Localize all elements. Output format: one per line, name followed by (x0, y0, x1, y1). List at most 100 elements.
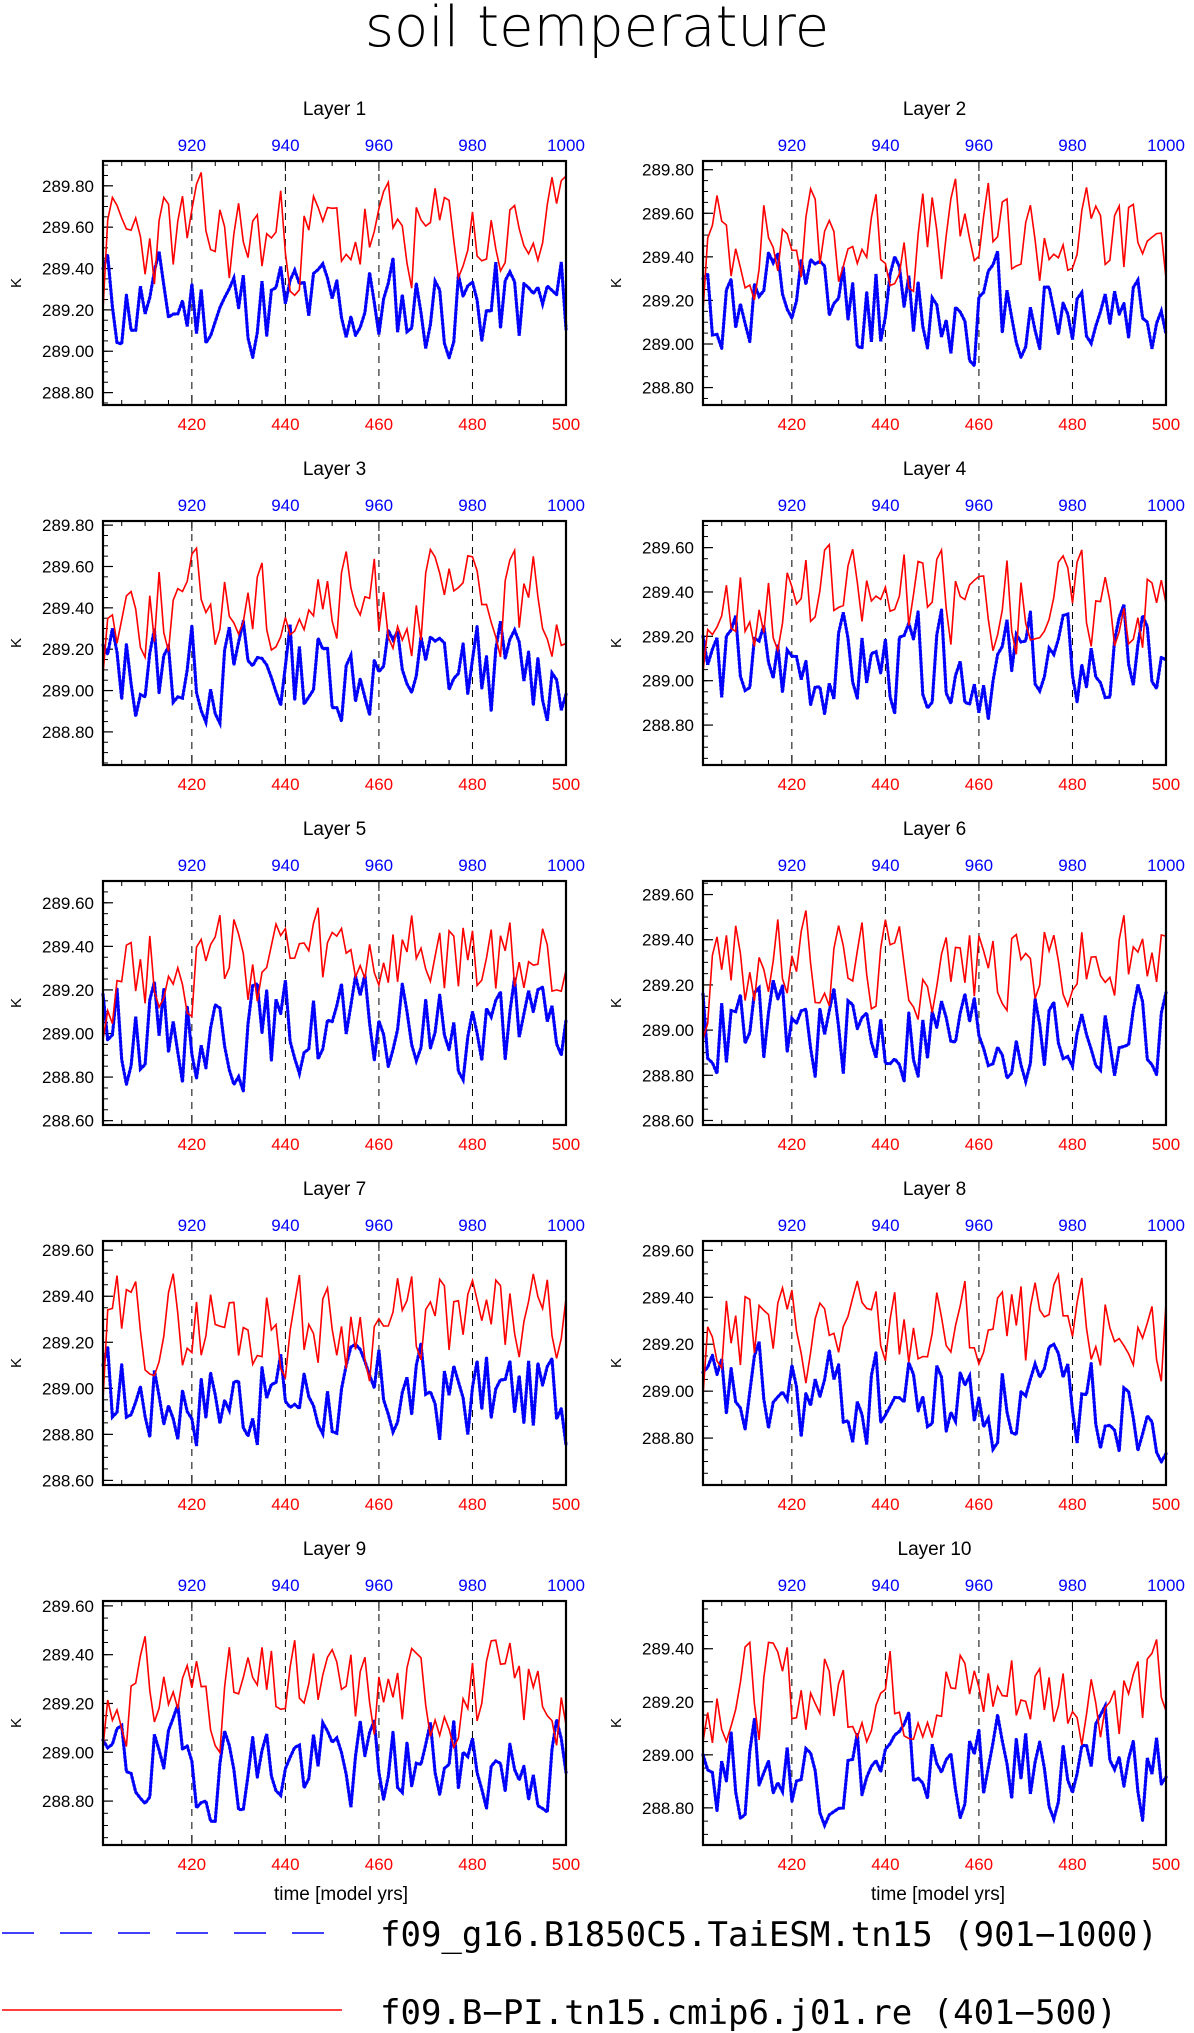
x-bottom-tick-label: 480 (1058, 1855, 1086, 1874)
legend-label-blue: f09_g16.B1850C5.TaiESM.tn15 (901−1000) (380, 1915, 1158, 1955)
x-top-tick-label: 980 (458, 856, 486, 875)
x-top-tick-label: 920 (778, 136, 806, 155)
x-top-tick-label: 1000 (1147, 136, 1185, 155)
y-tick-label: 288.80 (42, 723, 94, 742)
y-axis-label: K (8, 1718, 25, 1728)
x-top-tick-label: 980 (1058, 1216, 1086, 1235)
y-tick-label: 289.00 (642, 672, 694, 691)
y-tick-label: 289.00 (42, 1025, 94, 1044)
x-top-tick-label: 980 (1058, 1576, 1086, 1595)
y-axis-label: K (8, 998, 25, 1008)
x-top-tick-label: 920 (178, 856, 206, 875)
x-top-tick-label: 980 (458, 496, 486, 515)
x-bottom-tick-label: 460 (965, 1135, 993, 1154)
x-top-tick-label: 960 (365, 1576, 393, 1595)
x-bottom-tick-label: 420 (178, 1495, 206, 1514)
y-tick-label: 289.00 (642, 335, 694, 354)
y-tick-label: 289.00 (642, 1021, 694, 1040)
x-bottom-tick-label: 420 (778, 1495, 806, 1514)
x-bottom-tick-label: 440 (871, 1495, 899, 1514)
panel-7: Layer 7 K 288.60 288.80 289.00 289.20 289.40 28… (8, 1179, 585, 1514)
y-tick-label: 288.80 (642, 1799, 694, 1818)
y-tick-label: 289.40 (42, 1287, 94, 1306)
series-line-blue (101, 1342, 568, 1447)
x-top-tick-label: 920 (178, 1216, 206, 1235)
x-bottom-tick-label: 460 (365, 415, 393, 434)
series-line-red (702, 1271, 1167, 1396)
x-top-tick-label: 920 (778, 1216, 806, 1235)
plot-frame (101, 1599, 568, 1847)
x-bottom-tick-label: 440 (271, 1495, 299, 1514)
panel-9: Layer 9 K 288.80 289.00 289.20 289.40 289.60 42… (8, 1539, 585, 1874)
y-tick-label: 289.80 (42, 177, 94, 196)
panel-title: Layer 3 (303, 459, 366, 480)
x-top-tick-label: 940 (271, 136, 299, 155)
series-line-red (102, 1273, 567, 1400)
series-line-red (702, 1639, 1167, 1746)
x-top-tick-label: 960 (365, 136, 393, 155)
x-bottom-tick-label: 440 (271, 1135, 299, 1154)
y-tick-label: 289.00 (42, 342, 94, 361)
x-bottom-tick-label: 500 (552, 1135, 580, 1154)
x-bottom-tick-label: 500 (552, 775, 580, 794)
panel-title: Layer 9 (303, 1539, 366, 1560)
x-bottom-tick-label: 460 (365, 1495, 393, 1514)
x-top-tick-label: 940 (271, 1216, 299, 1235)
y-tick-label: 289.60 (642, 204, 694, 223)
x-bottom-tick-label: 440 (871, 1135, 899, 1154)
y-tick-label: 288.80 (42, 1068, 94, 1087)
x-bottom-tick-label: 440 (271, 1855, 299, 1874)
x-bottom-tick-label: 440 (271, 415, 299, 434)
x-top-tick-label: 940 (871, 1216, 899, 1235)
plot-frame (701, 1599, 1168, 1847)
x-bottom-tick-label: 420 (178, 415, 206, 434)
plot-frame (701, 879, 1168, 1127)
y-tick-label: 289.20 (642, 976, 694, 995)
series-line-blue (101, 974, 568, 1092)
panel-4: Layer 4 K 288.80 289.00 289.20 289.40 289.60 42… (608, 459, 1185, 794)
panel-title: Layer 7 (303, 1179, 366, 1200)
y-tick-label: 289.60 (642, 539, 694, 558)
y-tick-label: 289.40 (42, 937, 94, 956)
x-top-tick-label: 920 (178, 1576, 206, 1595)
x-top-tick-label: 920 (778, 1576, 806, 1595)
y-tick-label: 289.40 (42, 1646, 94, 1665)
x-top-tick-label: 1000 (1147, 1576, 1185, 1595)
x-top-tick-label: 960 (365, 1216, 393, 1235)
panel-1: Layer 1 K 288.80 289.00 289.20 289.40 289.60 28… (8, 99, 585, 434)
y-tick-label: 289.40 (642, 1640, 694, 1659)
y-tick-label: 289.60 (42, 1597, 94, 1616)
x-top-tick-label: 960 (965, 1216, 993, 1235)
y-tick-label: 289.40 (642, 248, 694, 267)
x-top-tick-label: 940 (871, 136, 899, 155)
x-top-tick-label: 1000 (547, 496, 585, 515)
panels: Layer 1 K 288.80 289.00 289.20 289.40 289.60 28… (8, 99, 1185, 1874)
y-tick-label: 288.80 (642, 379, 694, 398)
x-bottom-tick-label: 440 (871, 415, 899, 434)
x-bottom-tick-label: 480 (458, 1135, 486, 1154)
y-axis-label: K (608, 1718, 625, 1728)
x-top-tick-label: 960 (965, 1576, 993, 1595)
x-top-tick-label: 960 (965, 496, 993, 515)
y-tick-label: 289.60 (42, 557, 94, 576)
x-top-tick-label: 1000 (547, 1576, 585, 1595)
x-bottom-tick-label: 500 (1152, 415, 1180, 434)
y-tick-label: 289.60 (42, 218, 94, 237)
y-tick-label: 288.80 (42, 1792, 94, 1811)
x-bottom-tick-label: 420 (778, 775, 806, 794)
y-tick-label: 289.20 (642, 1693, 694, 1712)
x-bottom-tick-label: 420 (778, 415, 806, 434)
y-tick-label: 289.00 (42, 1379, 94, 1398)
x-bottom-tick-label: 480 (1058, 1135, 1086, 1154)
y-tick-label: 289.40 (42, 599, 94, 618)
y-tick-label: 289.20 (42, 1333, 94, 1352)
x-bottom-tick-label: 480 (1058, 775, 1086, 794)
x-bottom-tick-label: 420 (778, 1855, 806, 1874)
y-axis-label: K (608, 278, 625, 288)
bottom-xlabel-right: time [model yrs] (871, 1884, 1005, 1905)
y-tick-label: 288.60 (42, 1471, 94, 1490)
series-line-red (702, 178, 1167, 312)
x-top-tick-label: 980 (458, 1576, 486, 1595)
x-top-tick-label: 980 (1058, 136, 1086, 155)
x-top-tick-label: 940 (871, 856, 899, 875)
